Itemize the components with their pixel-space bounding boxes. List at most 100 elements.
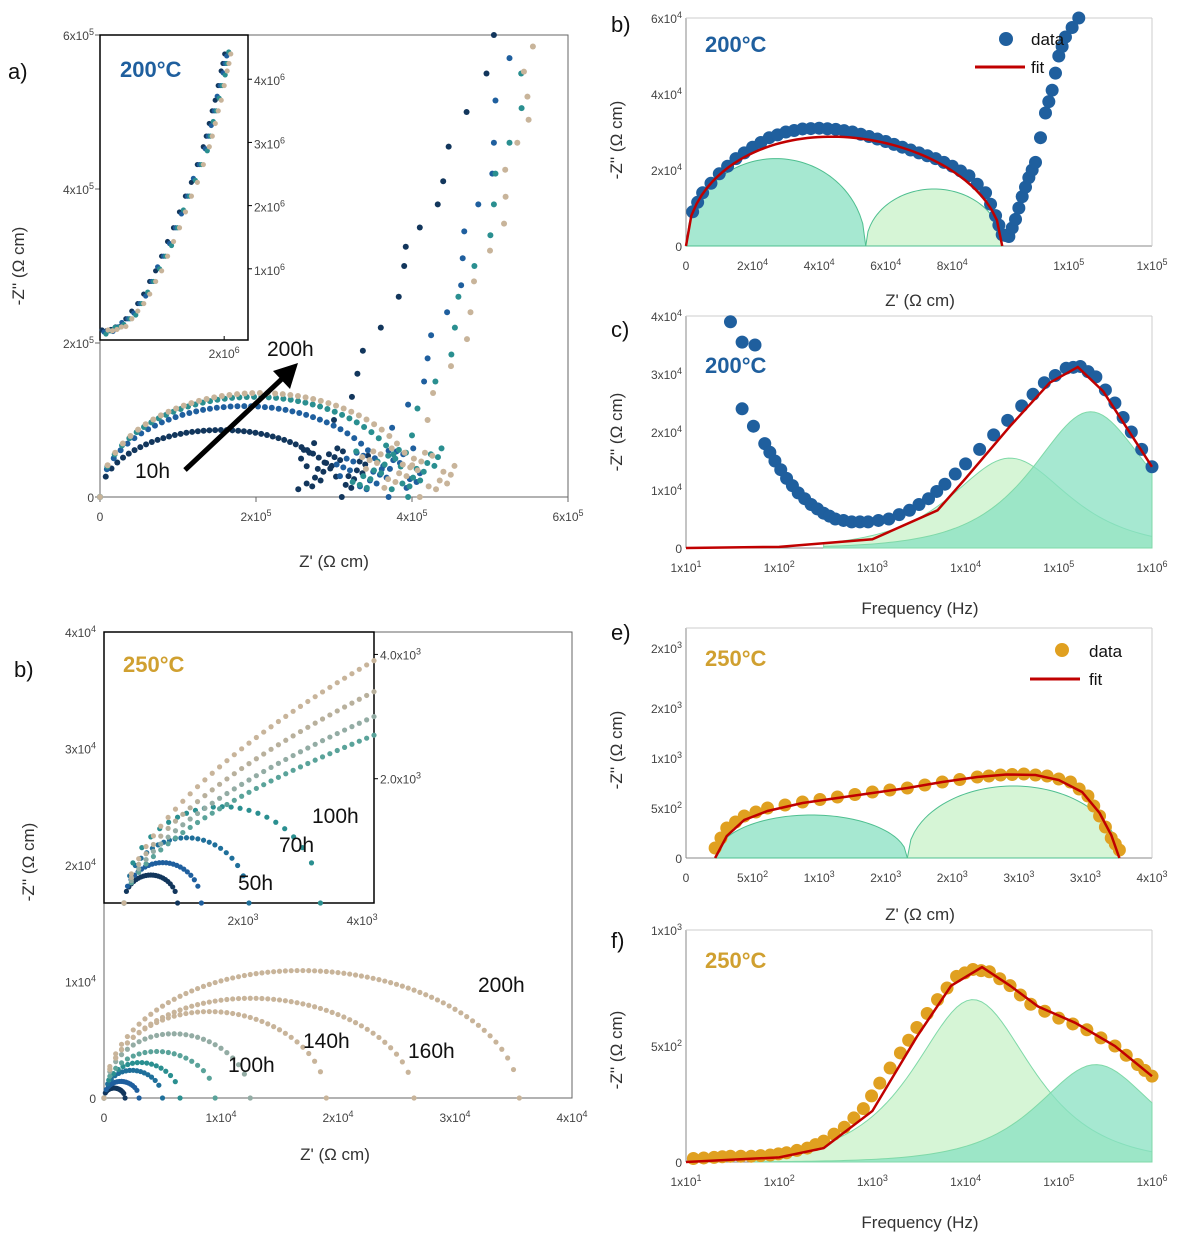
y-axis-label: -Z'' (Ω cm) (607, 711, 626, 790)
y-tick-label: 2x104 (651, 162, 682, 178)
y-tick-label-base: 0 (675, 852, 682, 866)
fit-component (823, 411, 1153, 549)
data-point (464, 1014, 470, 1020)
data-point (377, 451, 384, 458)
y-tick-label-exp: 5 (89, 27, 94, 37)
data-point (122, 1095, 128, 1101)
y-tick-label-base: 0 (89, 1092, 96, 1106)
y-tick-label: 0 (675, 852, 682, 866)
x-tick-label: 1x101 (670, 559, 701, 575)
data-point (142, 1025, 148, 1031)
y-tick-label-exp: 4 (677, 10, 682, 20)
inset-point (133, 312, 139, 318)
y-tick-label: 2x103 (651, 700, 682, 716)
data-point (892, 508, 906, 522)
data-point (148, 1011, 154, 1017)
data-point (416, 494, 423, 500)
data-point (288, 968, 294, 974)
arrow-start-label: 10h (135, 460, 170, 483)
inset-point (208, 122, 214, 129)
y-tick-label-base: 0 (675, 240, 682, 254)
data-point (276, 997, 283, 1003)
data-point (388, 486, 395, 493)
inset-point (195, 836, 201, 842)
data-point (342, 481, 349, 488)
data-point (173, 405, 180, 412)
inset-point (341, 675, 348, 681)
data-point (230, 1055, 236, 1061)
inset-point (297, 728, 304, 735)
data-point (373, 460, 380, 467)
x-axis-label: Z' (Ω cm) (885, 905, 955, 924)
data-point (134, 1060, 140, 1066)
x-tick-label-base: 1x10 (857, 1175, 883, 1189)
data-point (873, 1076, 887, 1090)
data-point (370, 1030, 376, 1036)
x-tick-label: 0 (97, 510, 104, 524)
inset-point (290, 708, 296, 714)
data-point (1012, 201, 1026, 215)
inset-y-tick-label: 4.0x103 (380, 646, 421, 662)
data-point (341, 970, 347, 976)
inset-point (319, 754, 326, 760)
data-point (112, 449, 119, 456)
inset-point (183, 835, 190, 841)
data-point (200, 1036, 207, 1042)
data-point (218, 393, 225, 400)
x-tick-label-base: 1x10 (205, 1111, 231, 1125)
data-point (121, 1090, 127, 1096)
inset-point (150, 848, 157, 854)
data-point (142, 1036, 148, 1042)
data-point (315, 454, 322, 461)
data-point (300, 1044, 306, 1050)
data-point (165, 1012, 171, 1018)
x-tick-label-base: 3x10 (1070, 871, 1096, 885)
inset-point (305, 724, 311, 730)
x-tick-label: 1x106 (1136, 559, 1167, 575)
data-point (959, 457, 973, 471)
y-tick-label-base: 3x10 (65, 743, 91, 757)
data-point (351, 435, 358, 442)
x-tick-label-base: 2x10 (870, 871, 896, 885)
y-tick-label-exp: 5 (89, 181, 94, 191)
data-point (344, 430, 351, 437)
data-point (153, 1063, 159, 1069)
data-point (300, 967, 306, 974)
data-point (294, 1000, 300, 1006)
data-point (346, 415, 353, 422)
y-tick-label-base: 6x10 (651, 12, 677, 26)
inset-point (172, 835, 179, 841)
data-point (279, 391, 286, 398)
data-point (501, 220, 508, 227)
legend-data-marker (1055, 643, 1069, 657)
fit-component (714, 814, 909, 859)
data-point (370, 448, 377, 455)
data-point (459, 255, 466, 262)
inset-point (143, 293, 149, 299)
x-tick-label-base: 0 (101, 1111, 108, 1125)
inset-point (312, 757, 318, 763)
data-point (333, 461, 340, 468)
inset-point (191, 877, 197, 883)
inset-point (305, 698, 311, 705)
inset-x-tick-label: 4x103 (347, 912, 378, 928)
data-point (275, 435, 282, 442)
inset-y-tick-label-exp: 3 (416, 771, 421, 781)
x-tick-label: 1x102 (764, 559, 795, 575)
data-point (183, 1005, 189, 1011)
data-point (317, 477, 324, 484)
data-point (395, 446, 402, 453)
inset-point (194, 799, 201, 805)
data-point (882, 512, 896, 526)
data-point (382, 978, 388, 984)
data-point (137, 444, 144, 451)
data-point (525, 116, 532, 123)
data-point (303, 463, 310, 470)
x-tick-label-exp: 1 (697, 1173, 702, 1183)
data-point (339, 411, 346, 418)
x-tick-label: 4x104 (556, 1109, 587, 1125)
inset-point (189, 835, 195, 841)
data-point (235, 1011, 242, 1018)
data-point (130, 1042, 136, 1048)
x-tick-label-base: 1x10 (857, 561, 883, 575)
